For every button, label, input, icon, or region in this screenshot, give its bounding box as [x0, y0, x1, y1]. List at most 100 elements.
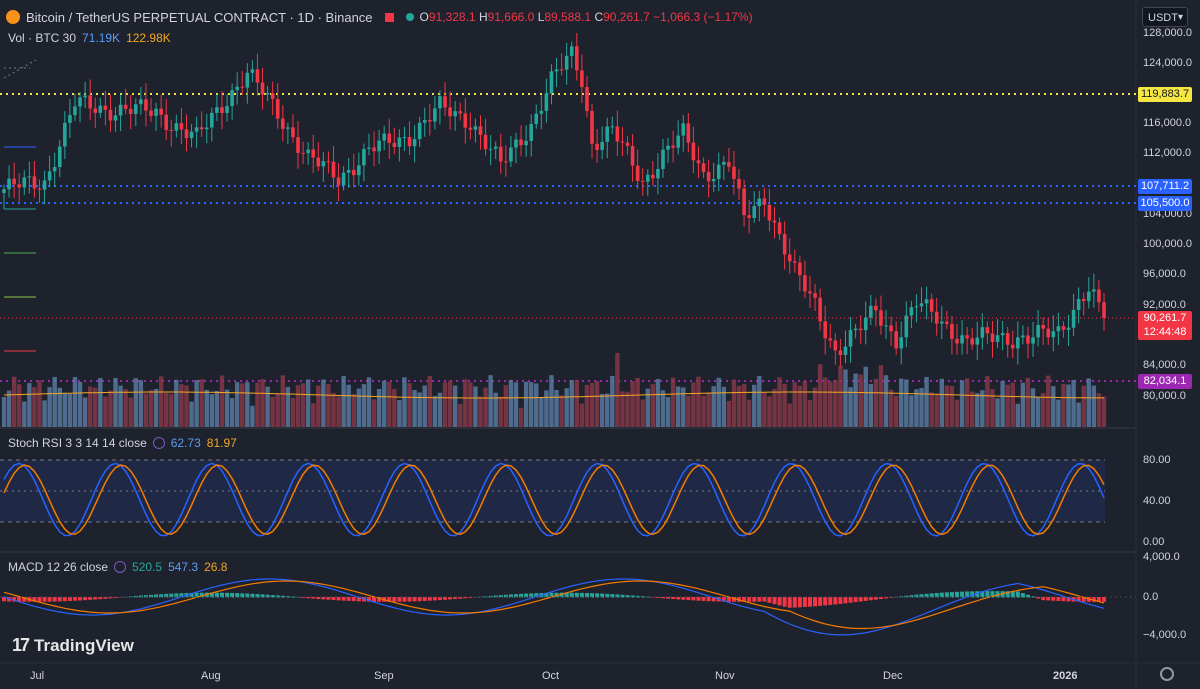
candle-body [7, 178, 11, 190]
volume-bar [483, 387, 488, 427]
volume-bar [27, 383, 32, 427]
volume-bar [336, 396, 341, 427]
volume-bar [706, 392, 711, 427]
candle-body [681, 123, 686, 136]
candle-body [960, 335, 964, 344]
candle-body [174, 123, 179, 131]
macd-histogram-bar [660, 597, 665, 599]
macd-label[interactable]: MACD 12 26 close [8, 560, 109, 574]
macd-histogram-bar [645, 596, 650, 598]
volume-bar [873, 378, 879, 427]
visibility-icon[interactable] [114, 561, 127, 573]
visibility-icon[interactable] [152, 437, 165, 449]
volume-bar [199, 379, 204, 427]
macd-histogram-bar [230, 592, 235, 598]
macd-histogram-bar [747, 597, 752, 602]
candle-body [853, 328, 858, 331]
volume-bar [473, 386, 478, 427]
symbol-title[interactable]: Bitcoin / TetherUS PERPETUAL CONTRACT · … [26, 9, 373, 25]
macd-histogram-bar [331, 597, 336, 601]
macd-histogram-bar [726, 597, 731, 602]
countdown-tag: 12:44:48 [1138, 325, 1192, 340]
volume-bar [133, 378, 138, 427]
macd-histogram-bar [681, 597, 686, 600]
tradingview-logo-icon: 17 [12, 635, 30, 655]
macd-histogram-bar [970, 591, 975, 598]
candle-body [509, 147, 513, 162]
candle-body [154, 108, 158, 116]
macd-histogram-bar [22, 597, 27, 602]
volume-bar [625, 391, 630, 427]
volume-bar [1086, 378, 1091, 427]
volume-bar [437, 392, 443, 427]
macd-histogram-bar [255, 594, 260, 598]
candle-body [985, 327, 990, 334]
volume-bar [812, 387, 818, 427]
macd-histogram-bar [194, 592, 199, 598]
volume-bar [1066, 384, 1071, 427]
macd-histogram-bar [189, 592, 194, 598]
tradingview-logo[interactable]: 17 TradingView [12, 635, 134, 656]
candle-body [275, 99, 280, 119]
macd-histogram-bar [52, 597, 57, 602]
macd-histogram-bar [245, 593, 250, 598]
candle-body [483, 134, 488, 150]
macd-histogram-bar [214, 592, 219, 598]
volume-bar [316, 385, 321, 427]
macd-histogram-bar [1031, 596, 1036, 598]
volume-label[interactable]: Vol · BTC 30 [8, 31, 77, 45]
macd-histogram-bar [164, 593, 169, 598]
flag-icon[interactable] [384, 12, 394, 22]
stoch-rsi-label[interactable]: Stoch RSI 3 3 14 14 close [8, 436, 147, 450]
volume-bar [787, 403, 792, 427]
candle-body [661, 149, 665, 169]
logo-text: TradingView [34, 635, 134, 655]
currency-select[interactable]: USDT [1142, 7, 1188, 28]
volume-bar [762, 392, 767, 427]
candle-body [164, 114, 169, 130]
volume-bar [11, 376, 17, 427]
candle-body [651, 174, 655, 179]
candle-body [68, 115, 72, 123]
volume-bar [620, 391, 625, 427]
volume-bar [72, 377, 78, 427]
candle-body [939, 321, 944, 324]
macd-histogram-bar [78, 597, 83, 601]
candle-body [47, 171, 52, 181]
macd-histogram-bar [159, 594, 164, 598]
candle-body [331, 161, 336, 178]
macd-histogram-bar [301, 597, 306, 598]
volume-bar [985, 375, 990, 427]
volume-bar [1040, 393, 1046, 427]
macd-histogram-bar [83, 597, 88, 601]
candle-body [792, 261, 797, 263]
macd-histogram-bar [767, 597, 772, 603]
volume-bar [143, 393, 149, 427]
volume-bar [164, 392, 169, 427]
macd-histogram-bar [67, 597, 72, 601]
macd-histogram-bar [1051, 597, 1056, 601]
volume-bar [407, 383, 412, 427]
macd-histogram-bar [372, 597, 377, 602]
volume-bar [113, 377, 118, 427]
candle-body [575, 46, 579, 71]
volume-bar [169, 394, 174, 427]
gear-icon[interactable] [1160, 667, 1174, 681]
volume-bar [772, 388, 777, 427]
level-magenta-tag: 82,034.1 [1138, 374, 1192, 389]
candle-body [909, 307, 914, 316]
candle-body [240, 86, 245, 88]
macd-histogram-bar [346, 597, 351, 601]
volume-bar [1096, 393, 1102, 427]
macd-histogram-bar [701, 597, 706, 601]
volume-bar [270, 396, 275, 427]
volume-bar [229, 398, 235, 427]
candle-body [1026, 335, 1030, 344]
candle-body [514, 139, 518, 148]
candle-body [1005, 333, 1010, 345]
volume-bar [579, 403, 585, 427]
macd-histogram-bar [108, 597, 113, 599]
macd-histogram-bar [1091, 597, 1096, 602]
macd-axis-label: 4,000.0 [1143, 551, 1180, 563]
